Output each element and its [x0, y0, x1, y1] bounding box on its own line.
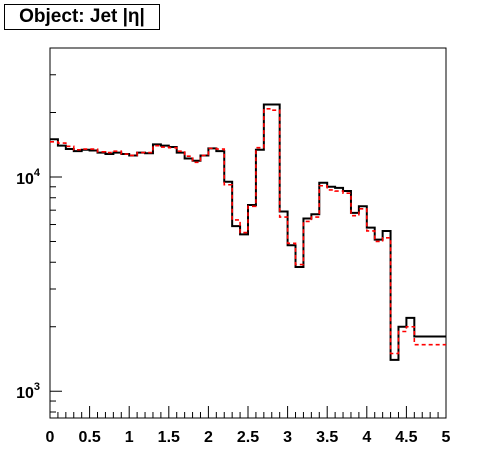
x-tick-label: 1.5 — [158, 429, 180, 446]
x-tick-label: 4 — [362, 429, 371, 446]
x-tick-label: 0 — [46, 429, 55, 446]
x-tick-label: 5 — [442, 429, 451, 446]
x-tick-label: 2.5 — [237, 429, 259, 446]
x-tick-label: 0.5 — [78, 429, 100, 446]
x-tick-label: 3.5 — [316, 429, 338, 446]
x-tick-label: 3 — [283, 429, 292, 446]
x-tick-label: 2 — [204, 429, 213, 446]
y-tick-label: 103 — [16, 381, 40, 402]
x-tick-label: 4.5 — [395, 429, 417, 446]
chart-title: Object: Jet |η| — [4, 4, 160, 30]
y-tick-label: 104 — [16, 167, 41, 188]
x-tick-label: 1 — [125, 429, 134, 446]
